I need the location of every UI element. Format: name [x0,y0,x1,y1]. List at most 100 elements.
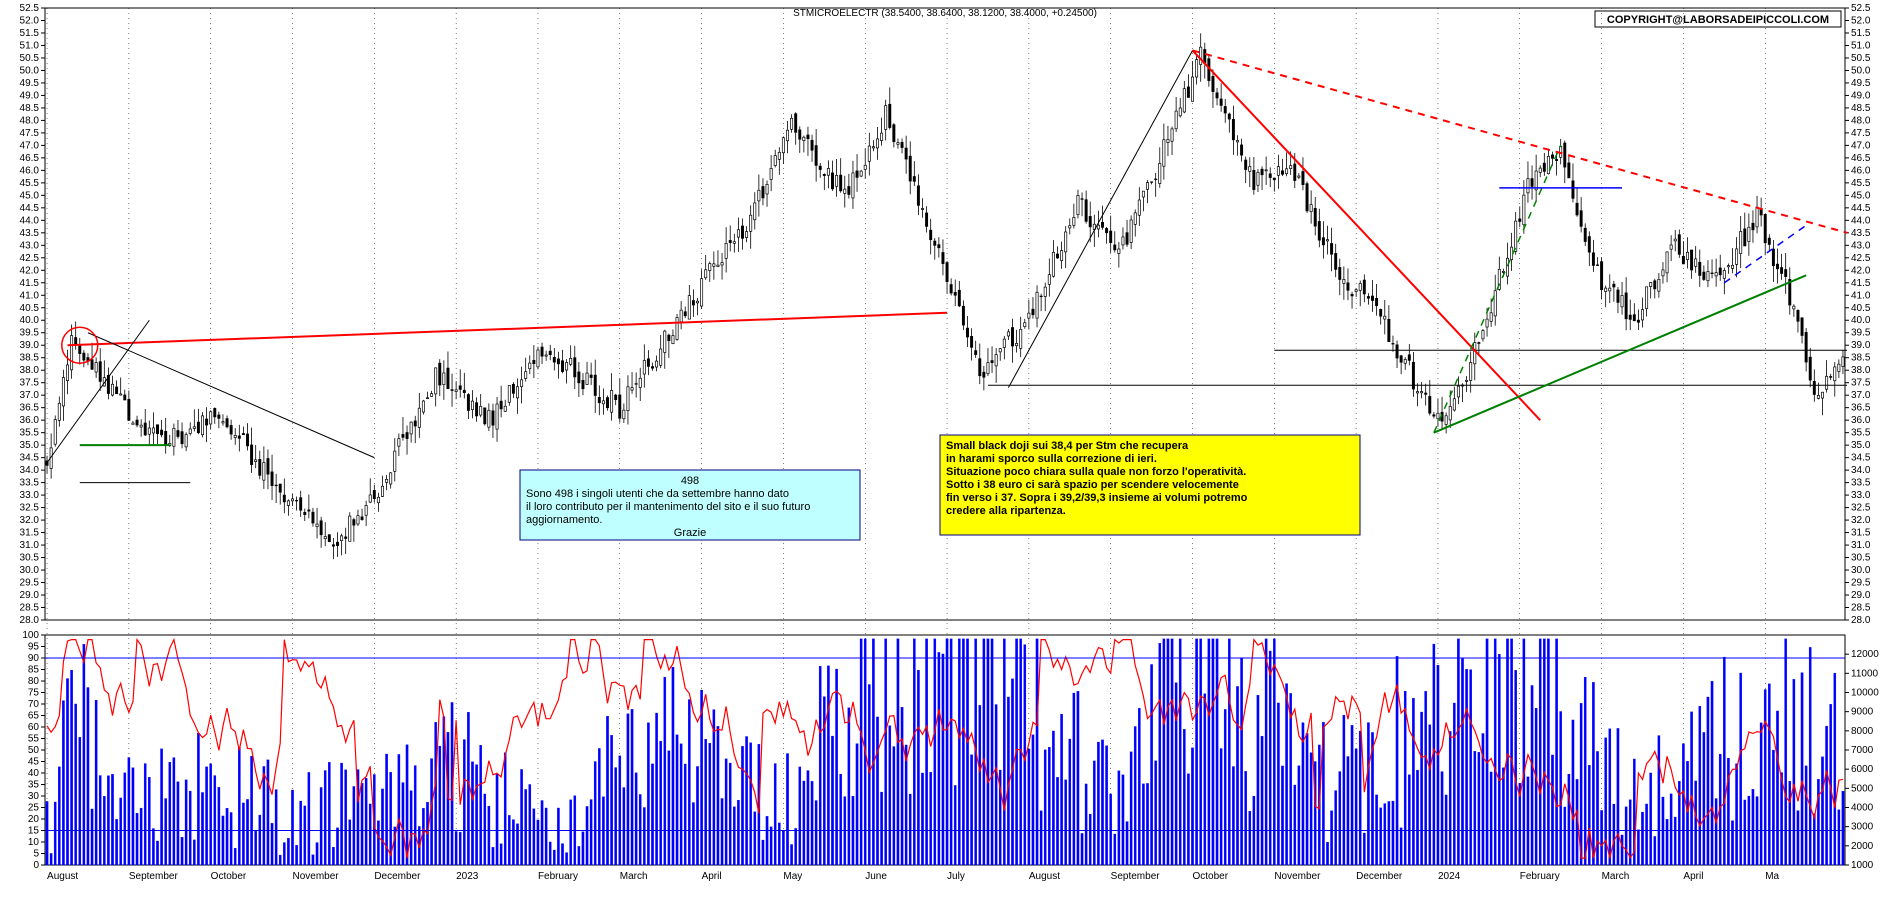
svg-text:6000: 6000 [1851,764,1874,775]
svg-text:34.0: 34.0 [20,465,40,476]
svg-text:45.5: 45.5 [20,178,40,189]
svg-text:35: 35 [28,780,40,791]
svg-text:50.0: 50.0 [1851,65,1871,76]
svg-text:52.0: 52.0 [20,15,40,26]
svg-text:42.5: 42.5 [1851,253,1871,264]
svg-text:41.0: 41.0 [1851,290,1871,301]
svg-text:20: 20 [28,814,40,825]
svg-text:52.5: 52.5 [20,3,40,14]
svg-text:47.0: 47.0 [1851,140,1871,151]
svg-text:50.5: 50.5 [1851,53,1871,64]
svg-text:41.0: 41.0 [20,290,40,301]
svg-text:50.5: 50.5 [20,53,40,64]
svg-text:32.0: 32.0 [20,515,40,526]
annotation-line: Sono 498 i singoli utenti che da settemb… [526,488,789,500]
svg-text:39.0: 39.0 [1851,340,1871,351]
annotation: Small black doji sui 38,4 per Stm che re… [940,435,1360,535]
svg-text:49.5: 49.5 [20,78,40,89]
svg-text:28.0: 28.0 [1851,615,1871,626]
svg-text:46.0: 46.0 [1851,165,1871,176]
svg-text:36.0: 36.0 [20,415,40,426]
svg-text:29.0: 29.0 [1851,590,1871,601]
svg-text:November: November [293,871,340,882]
svg-text:60: 60 [28,722,40,733]
svg-text:12000: 12000 [1851,649,1879,660]
svg-text:95: 95 [28,642,40,653]
svg-text:50.0: 50.0 [20,65,40,76]
svg-text:7000: 7000 [1851,745,1874,756]
svg-text:48.5: 48.5 [20,103,40,114]
svg-text:55: 55 [28,734,40,745]
svg-text:9000: 9000 [1851,707,1874,718]
svg-text:Ma: Ma [1765,871,1779,882]
svg-text:10000: 10000 [1851,688,1879,699]
annotation-line: Grazie [674,527,706,539]
svg-text:2024: 2024 [1438,871,1461,882]
svg-text:47.5: 47.5 [1851,128,1871,139]
svg-text:July: July [947,871,965,882]
svg-text:41.5: 41.5 [1851,278,1871,289]
svg-text:33.0: 33.0 [20,490,40,501]
svg-text:31.5: 31.5 [1851,528,1871,539]
svg-text:44.5: 44.5 [20,203,40,214]
annotation-line: fin verso i 37. Sopra i 39,2/39,3 insiem… [946,492,1248,504]
svg-text:45: 45 [28,757,40,768]
svg-text:33.0: 33.0 [1851,490,1871,501]
svg-text:40.5: 40.5 [20,303,40,314]
svg-text:39.5: 39.5 [20,328,40,339]
svg-text:36.5: 36.5 [1851,403,1871,414]
svg-text:39.0: 39.0 [20,340,40,351]
svg-text:39.5: 39.5 [1851,328,1871,339]
svg-text:28.5: 28.5 [1851,603,1871,614]
svg-text:August: August [1029,871,1060,882]
svg-text:52.5: 52.5 [1851,3,1871,14]
copyright-label: COPYRIGHT@LABORSADEIPICCOLI.COM [1607,14,1829,26]
svg-text:44.0: 44.0 [20,215,40,226]
svg-text:April: April [1683,871,1703,882]
trendline [1193,50,1848,232]
svg-text:49.0: 49.0 [1851,90,1871,101]
svg-text:42.0: 42.0 [20,265,40,276]
svg-text:March: March [1602,871,1630,882]
annotation-line: in harami sporco sulla correzione di ier… [946,453,1157,465]
trendline [1193,50,1541,420]
svg-text:25: 25 [28,803,40,814]
svg-text:November: November [1274,871,1321,882]
svg-text:15: 15 [28,826,40,837]
svg-text:41.5: 41.5 [20,278,40,289]
svg-text:1000: 1000 [1851,860,1874,871]
svg-text:28.0: 28.0 [20,615,40,626]
svg-text:December: December [374,871,421,882]
svg-text:September: September [1111,871,1161,882]
trendline [1008,50,1192,387]
svg-text:43.5: 43.5 [20,228,40,239]
svg-text:35.5: 35.5 [20,428,40,439]
svg-text:33.5: 33.5 [20,478,40,489]
svg-text:46.5: 46.5 [1851,153,1871,164]
svg-text:45.0: 45.0 [1851,190,1871,201]
svg-text:47.5: 47.5 [20,128,40,139]
svg-text:3000: 3000 [1851,822,1874,833]
svg-text:35.5: 35.5 [1851,428,1871,439]
annotation-line: il loro contributo per il mantenimento d… [526,501,810,513]
svg-text:30: 30 [28,791,40,802]
svg-text:35.0: 35.0 [20,440,40,451]
svg-text:47.0: 47.0 [20,140,40,151]
svg-text:32.5: 32.5 [20,503,40,514]
svg-text:29.5: 29.5 [20,578,40,589]
svg-text:March: March [620,871,648,882]
annotation-line: aggiornamento. [526,514,602,526]
svg-text:0: 0 [33,860,39,871]
svg-text:8000: 8000 [1851,726,1874,737]
svg-text:46.0: 46.0 [20,165,40,176]
svg-text:5000: 5000 [1851,783,1874,794]
svg-text:90: 90 [28,653,40,664]
chart-title: STMICROELECTR (38.5400, 38.6400, 38.1200… [793,8,1097,19]
svg-text:51.5: 51.5 [20,28,40,39]
svg-text:44.0: 44.0 [1851,215,1871,226]
annotation: 498Sono 498 i singoli utenti che da sett… [520,470,860,540]
svg-text:30.5: 30.5 [1851,553,1871,564]
svg-text:32.5: 32.5 [1851,503,1871,514]
svg-text:85: 85 [28,665,40,676]
svg-text:48.0: 48.0 [1851,115,1871,126]
